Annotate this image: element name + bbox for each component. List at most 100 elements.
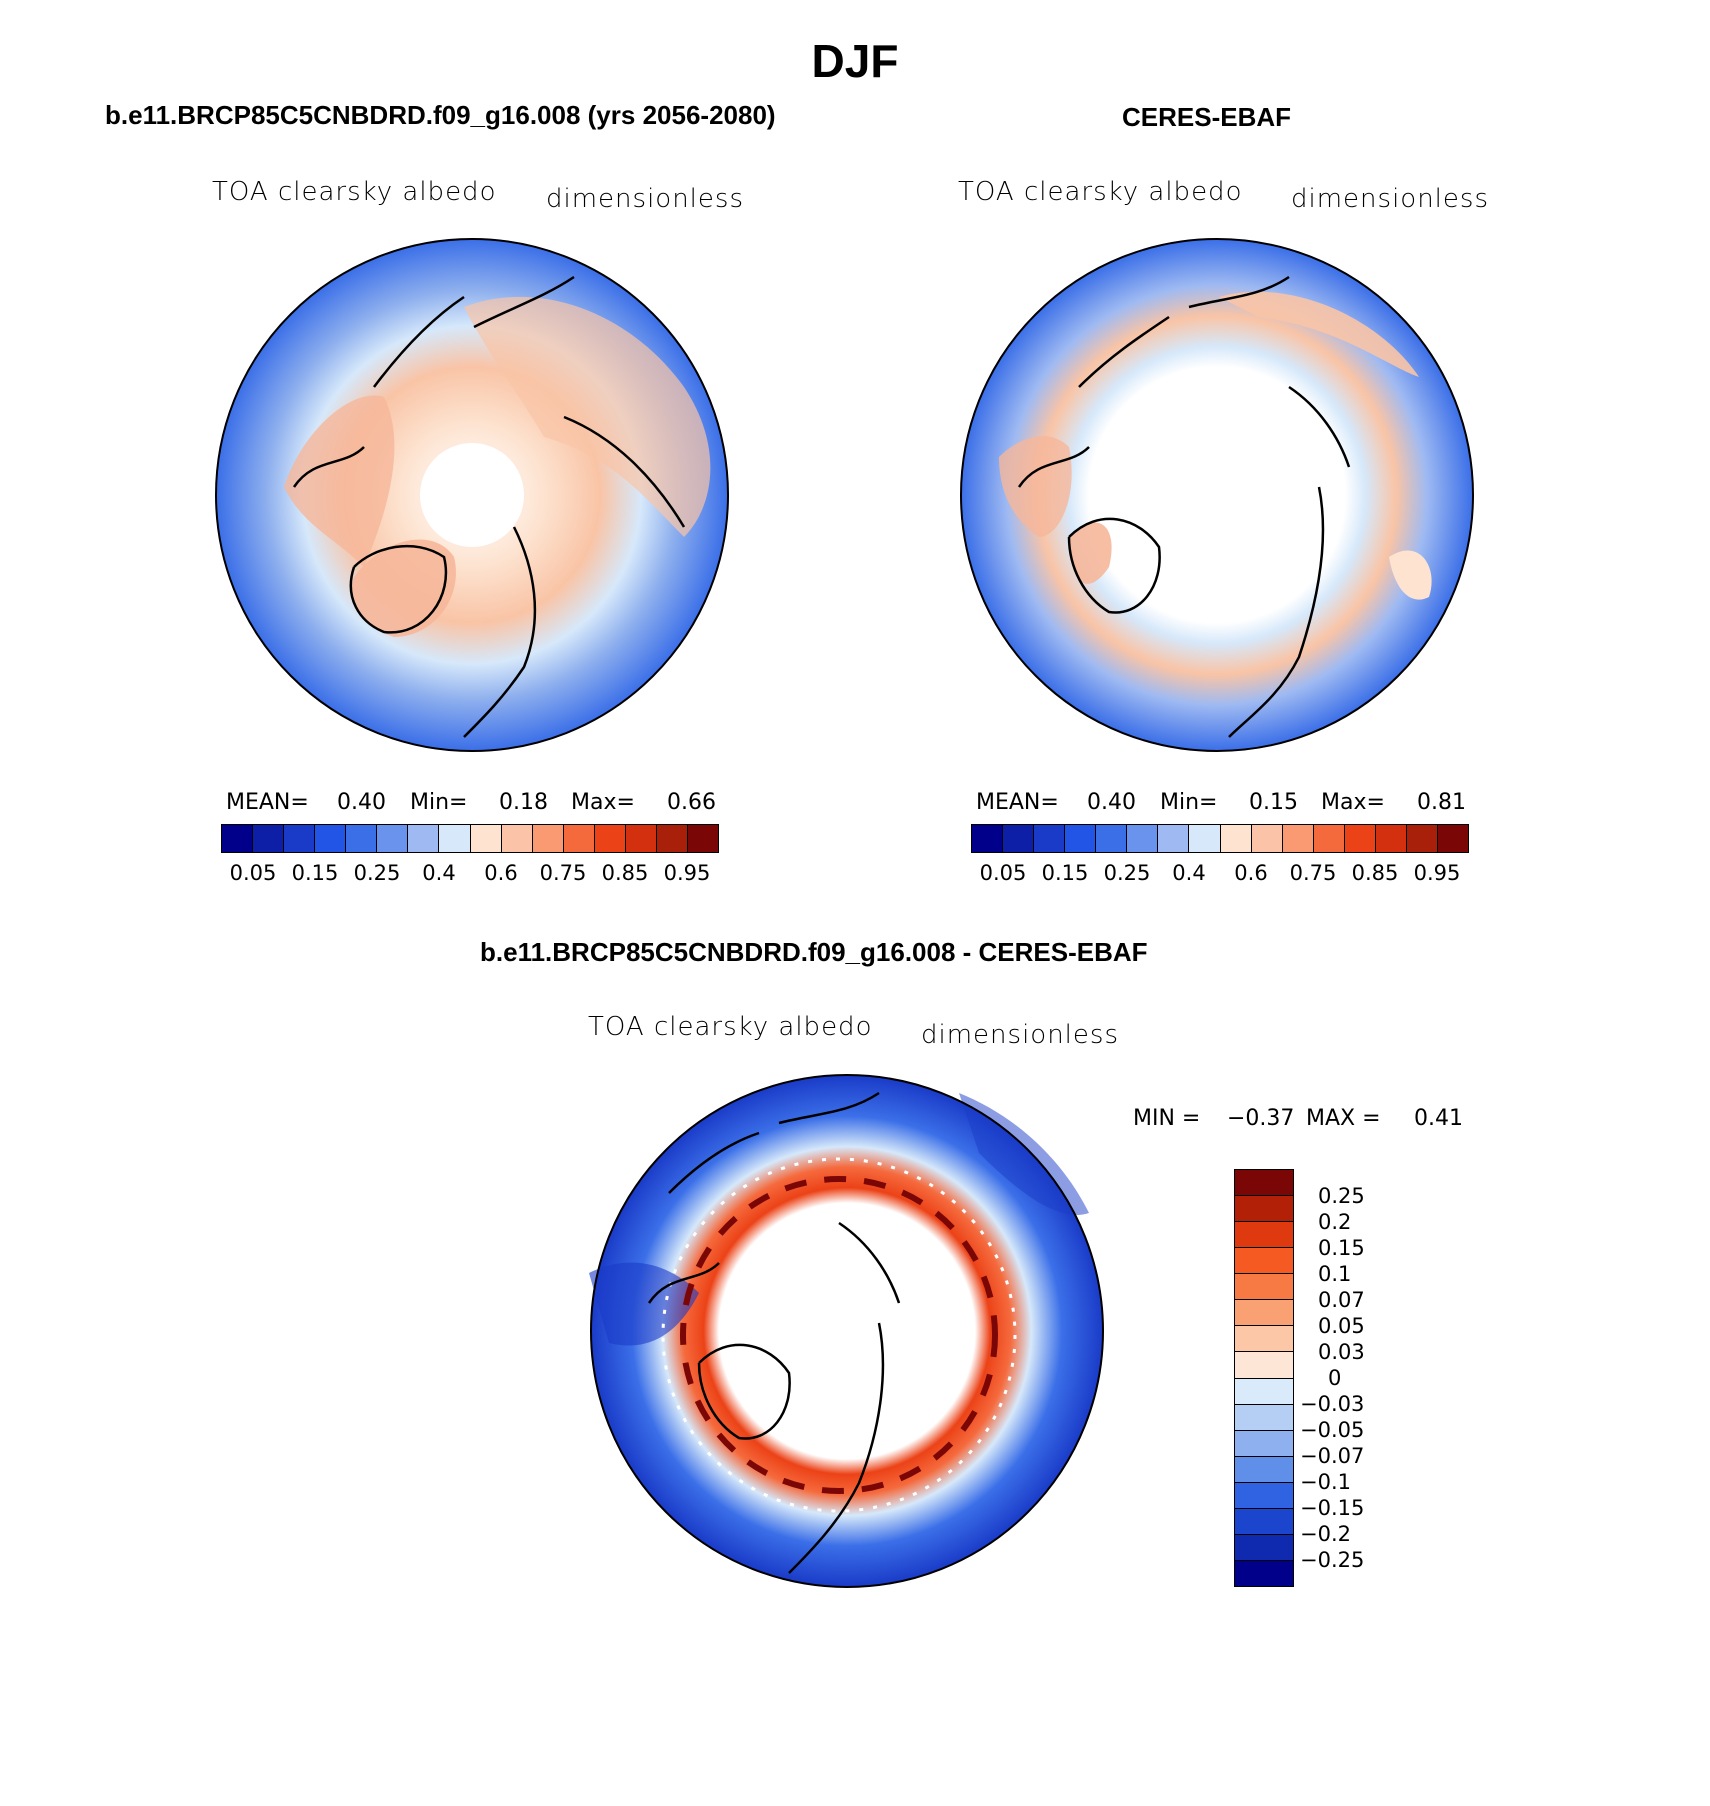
model-polar-gap [420,443,524,547]
diff-max-label: MAX = [1306,1106,1381,1131]
obs-colorbar-swatch [972,825,1004,852]
model-colorbar-swatch [222,825,254,852]
obs-colorbar-tick-label: 0.15 [1041,861,1089,885]
obs-colorbar-swatch [1158,825,1190,852]
model-max-label: Max= [571,790,635,815]
figure-title: DJF [811,35,899,87]
obs-colorbar-swatch [1189,825,1221,852]
model-colorbar-tick-label: 0.75 [539,861,587,885]
diff-colorbar-swatch [1235,1378,1293,1405]
model-colorbar-tick-label: 0.6 [484,861,518,885]
obs-colorbar-swatch [1251,825,1283,852]
model-colorbar-swatch [408,825,440,852]
diff-polar-map [589,1074,1104,1588]
diff-colorbar-tick-label: −0.15 [1300,1496,1365,1520]
diff-colorbar-tick-label: 0.1 [1318,1262,1352,1286]
model-colorbar-swatch [625,825,657,852]
diff-colorbar-swatch [1235,1508,1293,1535]
diff-colorbar-swatch [1235,1482,1293,1509]
model-colorbar-tick-label: 0.15 [291,861,339,885]
obs-colorbar-swatch [1003,825,1035,852]
diff-colorbar-swatch [1235,1196,1293,1223]
diff-colorbar-swatch [1235,1248,1293,1275]
obs-colorbar-tick-label: 0.25 [1103,861,1151,885]
model-colorbar-swatch [439,825,471,852]
diff-colorbar-tick-label: −0.25 [1300,1548,1365,1572]
obs-colorbar-swatch [1406,825,1438,852]
diff-min-value: −0.37 [1227,1106,1295,1131]
diff-colorbar-swatch [1235,1326,1293,1353]
model-colorbar-tick-label: 0.95 [663,861,711,885]
model-colorbar-swatch [284,825,316,852]
diff-colorbar-swatch [1235,1170,1293,1197]
diff-colorbar-tick-label: 0.05 [1318,1314,1365,1338]
diff-colorbar-swatch [1235,1352,1293,1379]
diff-min-label: MIN = [1133,1106,1201,1131]
diff-colorbar-swatch [1235,1300,1293,1327]
obs-min-value: 0.15 [1249,790,1298,815]
obs-units-label: dimensionless [1291,184,1489,214]
diff-colorbar-swatch [1235,1560,1293,1586]
obs-colorbar-swatch [1065,825,1097,852]
obs-colorbar-swatch [1127,825,1159,852]
diff-colorbar-swatch [1235,1456,1293,1483]
model-mean-label: MEAN= [226,790,309,815]
model-colorbar-tick-label: 0.25 [353,861,401,885]
model-colorbar-swatch [253,825,285,852]
model-polar-map [215,238,729,752]
model-panel-title: b.e11.BRCP85C5CNBDRD.f09_g16.008 (yrs 20… [105,100,776,130]
diff-colorbar-tick-label: −0.05 [1300,1418,1365,1442]
obs-max-label: Max= [1321,790,1385,815]
diff-colorbar-tick-label: 0.15 [1318,1236,1365,1260]
obs-panel-title: CERES-EBAF [1122,102,1292,132]
diff-colorbar-tick-label: −0.1 [1300,1470,1351,1494]
model-colorbar-swatch [532,825,564,852]
model-colorbar-tick-label: 0.85 [601,861,649,885]
obs-mean-value: 0.40 [1087,790,1136,815]
obs-colorbar-swatch [1344,825,1376,852]
diff-panel-title: b.e11.BRCP85C5CNBDRD.f09_g16.008 - CERES… [480,937,1148,967]
diff-colorbar-swatch [1235,1274,1293,1301]
model-colorbar-tick-label: 0.4 [422,861,456,885]
obs-colorbar-tick-label: 0.75 [1289,861,1337,885]
obs-colorbar [971,824,1469,853]
model-colorbar-swatch [470,825,502,852]
model-land-north-america [284,395,395,567]
obs-colorbar-swatch [1220,825,1252,852]
obs-min-label: Min= [1160,790,1218,815]
obs-colorbar-tick-label: 0.6 [1234,861,1268,885]
diff-colorbar-tick-label: 0 [1328,1366,1342,1390]
model-variable-label: TOA clearsky albedo [212,177,497,207]
diff-colorbar-swatch [1235,1430,1293,1457]
model-colorbar-ticks: 0.05 0.15 0.25 0.4 0.6 0.75 0.85 0.95 [222,861,718,887]
model-colorbar-tick-label: 0.05 [229,861,277,885]
obs-variable-label: TOA clearsky albedo [958,177,1243,207]
diff-variable-label: TOA clearsky albedo [588,1012,873,1042]
obs-colorbar-swatch [1437,825,1468,852]
obs-colorbar-swatch [1282,825,1314,852]
model-colorbar-swatch [315,825,347,852]
model-mean-value: 0.40 [337,790,386,815]
obs-colorbar-tick-label: 0.85 [1351,861,1399,885]
model-colorbar-swatch [594,825,626,852]
model-colorbar [221,824,719,853]
obs-mean-label: MEAN= [976,790,1059,815]
model-colorbar-swatch [377,825,409,852]
model-colorbar-swatch [346,825,378,852]
diff-colorbar-tick-label: −0.2 [1300,1522,1351,1546]
model-min-label: Min= [410,790,468,815]
obs-colorbar-swatch [1034,825,1066,852]
model-colorbar-swatch [687,825,718,852]
obs-colorbar-swatch [1096,825,1128,852]
diff-colorbar [1234,1169,1294,1587]
model-max-value: 0.66 [667,790,716,815]
obs-polar-map [960,238,1474,752]
model-colorbar-swatch [501,825,533,852]
obs-colorbar-tick-label: 0.4 [1172,861,1206,885]
diff-max-value: 0.41 [1414,1106,1463,1131]
diff-colorbar-tick-label: −0.03 [1300,1392,1365,1416]
model-units-label: dimensionless [546,184,744,214]
diff-colorbar-swatch [1235,1404,1293,1431]
model-colorbar-swatch [656,825,688,852]
diff-colorbar-swatch [1235,1534,1293,1561]
